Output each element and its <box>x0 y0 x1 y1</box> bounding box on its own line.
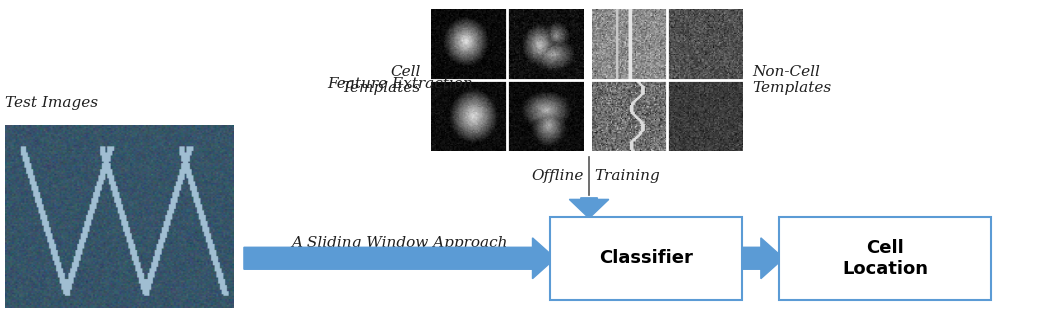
Text: Test Images: Test Images <box>5 96 99 110</box>
Polygon shape <box>244 238 555 279</box>
FancyBboxPatch shape <box>550 217 742 300</box>
FancyBboxPatch shape <box>778 217 991 300</box>
Text: Offline: Offline <box>531 169 583 183</box>
Text: Non-Cell
Templates: Non-Cell Templates <box>753 65 831 95</box>
Text: A Sliding Window Approach: A Sliding Window Approach <box>292 236 508 250</box>
Text: Classifier: Classifier <box>599 249 693 267</box>
Text: Cell
Location: Cell Location <box>842 239 928 278</box>
Text: Feature Extraction: Feature Extraction <box>327 77 472 91</box>
Text: Training: Training <box>594 169 660 183</box>
Polygon shape <box>737 238 784 279</box>
Polygon shape <box>569 198 608 218</box>
Text: Cell
Templates: Cell Templates <box>342 65 420 95</box>
